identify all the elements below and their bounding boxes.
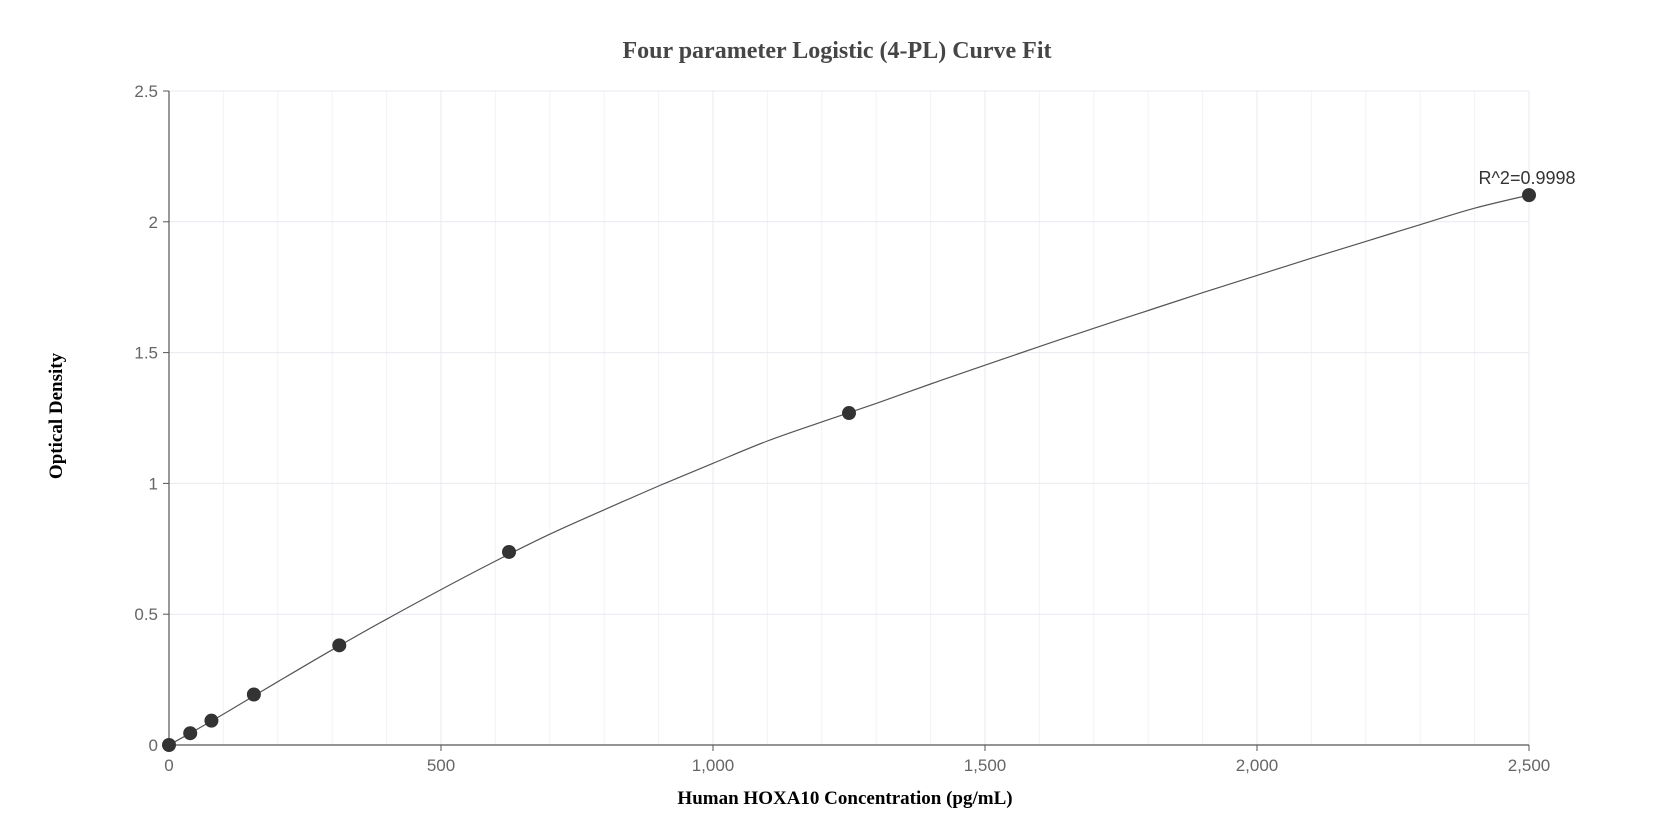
y-tick-label: 0.5 [134, 605, 158, 624]
y-tick-label: 1.5 [134, 344, 158, 363]
curve-layer [168, 194, 1530, 746]
data-point [246, 687, 261, 702]
y-tick-label: 2.5 [134, 82, 158, 101]
fit-curve-line [168, 194, 1530, 746]
y-tick-label: 2 [149, 213, 158, 232]
tick-layer: 0 500 1,000 1,500 2,000 2,500 0 0.5 1 1.5 2 2.5 [134, 82, 1550, 775]
data-point [842, 406, 856, 421]
y-axis-title: Optical Density [46, 352, 67, 479]
axis-layer [168, 91, 1529, 746]
x-tick-label: 2,500 [1508, 756, 1551, 775]
y-tick-label: 0 [149, 736, 158, 755]
y-tick-label: 1 [149, 474, 158, 493]
data-point [502, 544, 516, 559]
x-axis-title: Human HOXA10 Concentration (pg/mL) [677, 788, 1012, 809]
x-tick-label: 2,000 [1236, 756, 1279, 775]
chart-title: Four parameter Logistic (4-PL) Curve Fit [622, 38, 1051, 64]
data-point [183, 726, 198, 741]
data-point [162, 738, 176, 752]
x-tick-label: 1,500 [964, 756, 1007, 775]
data-point [332, 638, 347, 653]
r-squared-annotation: R^2=0.9998 [1478, 168, 1575, 188]
data-point [1522, 188, 1536, 203]
x-tick-label: 500 [427, 756, 455, 775]
x-tick-label: 1,000 [692, 756, 735, 775]
grid-layer [169, 90, 1530, 745]
point-layer [162, 188, 1536, 752]
data-point [204, 713, 219, 728]
x-tick-label: 0 [164, 756, 173, 775]
